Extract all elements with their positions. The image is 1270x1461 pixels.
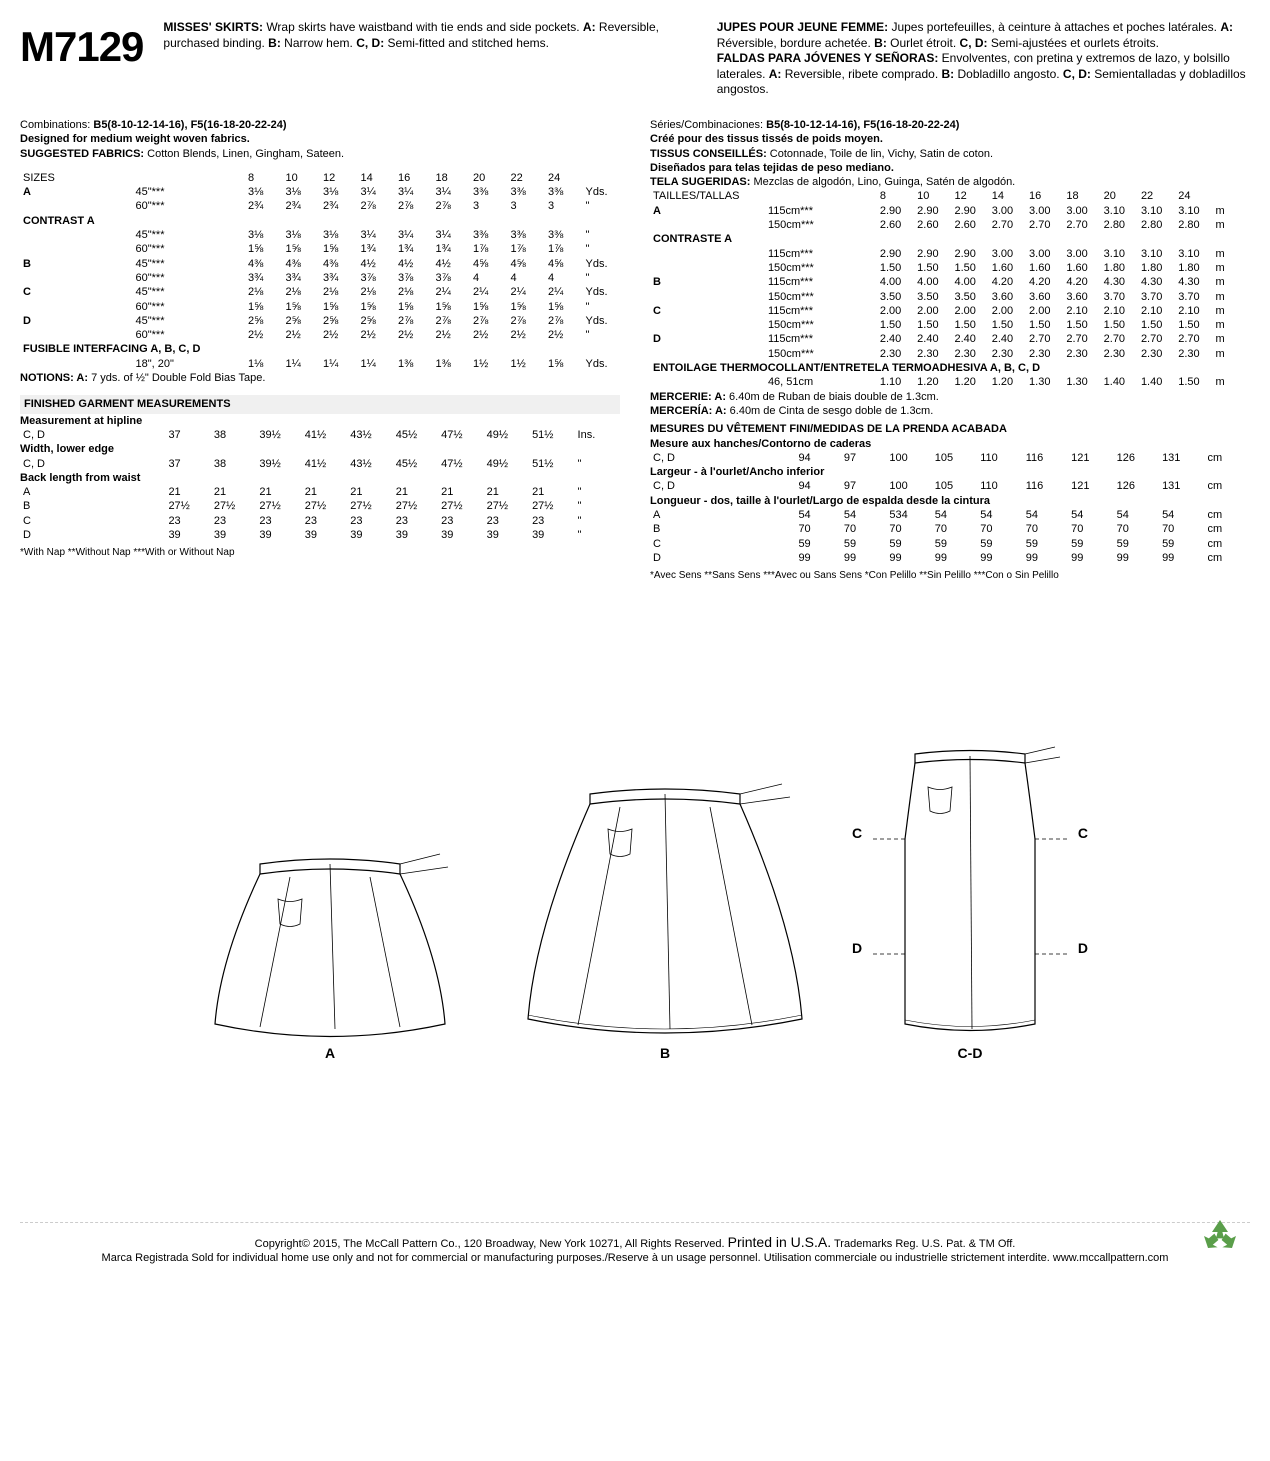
- label-a: A: [200, 1044, 460, 1062]
- width-table-left: C, D373839½41½43½45½47½49½51½": [20, 457, 620, 471]
- label-c-right: C: [1078, 824, 1088, 842]
- pattern-number: M7129: [20, 20, 143, 98]
- desc-fr-a-lbl: A:: [1220, 20, 1233, 34]
- desc-es-b: Dobladillo angosto.: [954, 67, 1063, 81]
- desc-fr-cd: Semi-ajustées et ourlets étroits.: [988, 36, 1159, 50]
- skirt-cd: C C D D C-D: [870, 739, 1070, 1062]
- designed-right-fr: Créé pour des tissus tissés de poids moy…: [650, 132, 1250, 146]
- desc-fr-title: JUPES POUR JEUNE FEMME:: [717, 20, 888, 34]
- pattern-header: M7129 MISSES' SKIRTS: Wrap skirts have w…: [20, 20, 1250, 98]
- fabrics-left: SUGGESTED FABRICS: Cotton Blends, Linen,…: [20, 147, 620, 161]
- nap-note-left: *With Nap **Without Nap ***With or Witho…: [20, 546, 620, 559]
- desc-en-cd: Semi-fitted and stitched hems.: [384, 36, 549, 50]
- label-cd: C-D: [870, 1044, 1070, 1062]
- back-table-right: A5454534545454545454cmB70707070707070707…: [650, 508, 1250, 565]
- width-head-right: Largeur - à l'ourlet/Ancho inferior: [650, 465, 1250, 479]
- description-translated: JUPES POUR JEUNE FEMME: Jupes portefeuil…: [717, 20, 1250, 98]
- desc-fr-cd-lbl: C, D:: [960, 36, 988, 50]
- label-d-right: D: [1078, 939, 1088, 957]
- desc-en-cd-lbl: C, D:: [356, 36, 384, 50]
- skirt-a: A: [200, 849, 460, 1062]
- recycle-icon: [1200, 1216, 1240, 1256]
- desc-fr-b: Ourlet étroit.: [887, 36, 960, 50]
- desc-es-title: FALDAS PARA JÓVENES Y SEÑORAS:: [717, 51, 939, 65]
- yardage-table-left: SIZES81012141618202224 A45"***3⅛3⅛3⅛3¼3¼…: [20, 171, 620, 371]
- fabrics-right-es: TELA SUGERIDAS: Mezclas de algodón, Lino…: [650, 175, 1250, 189]
- label-d-left: D: [852, 939, 862, 957]
- desc-en-b-lbl: B:: [268, 36, 281, 50]
- hipline-head-right: Mesure aux hanches/Contorno de caderas: [650, 437, 1250, 451]
- data-columns: Combinations: B5(8-10-12-14-16), F5(16-1…: [20, 118, 1250, 582]
- desc-es-a: Reversible, ribete comprado.: [781, 67, 941, 81]
- label-b: B: [520, 1044, 810, 1062]
- copyright-line1: Copyright© 2015, The McCall Pattern Co.,…: [20, 1233, 1250, 1251]
- back-table-left: A212121212121212121"B27½27½27½27½27½27½2…: [20, 485, 620, 542]
- yardage-table-right: TAILLES/TALLAS81012141618202224 A115cm**…: [650, 189, 1250, 389]
- footer: Copyright© 2015, The McCall Pattern Co.,…: [20, 1222, 1250, 1266]
- skirt-b: B: [520, 779, 810, 1062]
- desc-es-cd-lbl: C, D:: [1063, 67, 1091, 81]
- desc-es-b-lbl: B:: [942, 67, 955, 81]
- desc-en-b: Narrow hem.: [281, 36, 356, 50]
- desc-en-body: Wrap skirts have waistband with tie ends…: [266, 20, 583, 34]
- designed-right-es: Diseñados para telas tejidas de peso med…: [650, 161, 1250, 175]
- finished-head-left: FINISHED GARMENT MEASUREMENTS: [20, 395, 620, 413]
- hipline-table-left: C, D373839½41½43½45½47½49½51½Ins.: [20, 428, 620, 442]
- notions-left: NOTIONS: A: 7 yds. of ½" Double Fold Bia…: [20, 371, 620, 385]
- right-column: Séries/Combinaciones: B5(8-10-12-14-16),…: [650, 118, 1250, 582]
- desc-en-a-lbl: A:: [583, 20, 596, 34]
- combinations-right: Séries/Combinaciones: B5(8-10-12-14-16),…: [650, 118, 1250, 132]
- label-c-left: C: [852, 824, 862, 842]
- line-drawings: A B C C D D: [20, 662, 1250, 1062]
- copyright-line2: Marca Registrada Sold for individual hom…: [20, 1251, 1250, 1265]
- back-head-right: Longueur - dos, taille à l'ourlet/Largo …: [650, 494, 1250, 508]
- left-column: Combinations: B5(8-10-12-14-16), F5(16-1…: [20, 118, 620, 582]
- width-head-left: Width, lower edge: [20, 442, 620, 456]
- back-head-left: Back length from waist: [20, 471, 620, 485]
- notions-right-fr: MERCERIE: A: 6.40m de Ruban de biais dou…: [650, 390, 1250, 404]
- hipline-table-right: C, D9497100105110116121126131cm: [650, 451, 1250, 465]
- desc-en-title: MISSES' SKIRTS:: [163, 20, 263, 34]
- desc-es-a-lbl: A:: [769, 67, 782, 81]
- fabrics-right-fr: TISSUS CONSEILLÉS: Cotonnade, Toile de l…: [650, 147, 1250, 161]
- desc-fr-a: Réversible, bordure achetée.: [717, 36, 874, 50]
- description-english: MISSES' SKIRTS: Wrap skirts have waistba…: [163, 20, 696, 98]
- notions-right-es: MERCERÍA: A: 6.40m de Cinta de sesgo dob…: [650, 404, 1250, 418]
- hipline-head-left: Measurement at hipline: [20, 414, 620, 428]
- combinations-left: Combinations: B5(8-10-12-14-16), F5(16-1…: [20, 118, 620, 132]
- nap-note-right: *Avec Sens **Sans Sens ***Avec ou Sans S…: [650, 569, 1250, 582]
- desc-fr-body: Jupes portefeuilles, à ceinture à attach…: [891, 20, 1220, 34]
- width-table-right: C, D9497100105110116121126131cm: [650, 479, 1250, 493]
- finished-head-right: MESURES DU VÊTEMENT FINI/MEDIDAS DE LA P…: [650, 422, 1250, 436]
- designed-left: Designed for medium weight woven fabrics…: [20, 132, 620, 146]
- desc-fr-b-lbl: B:: [874, 36, 887, 50]
